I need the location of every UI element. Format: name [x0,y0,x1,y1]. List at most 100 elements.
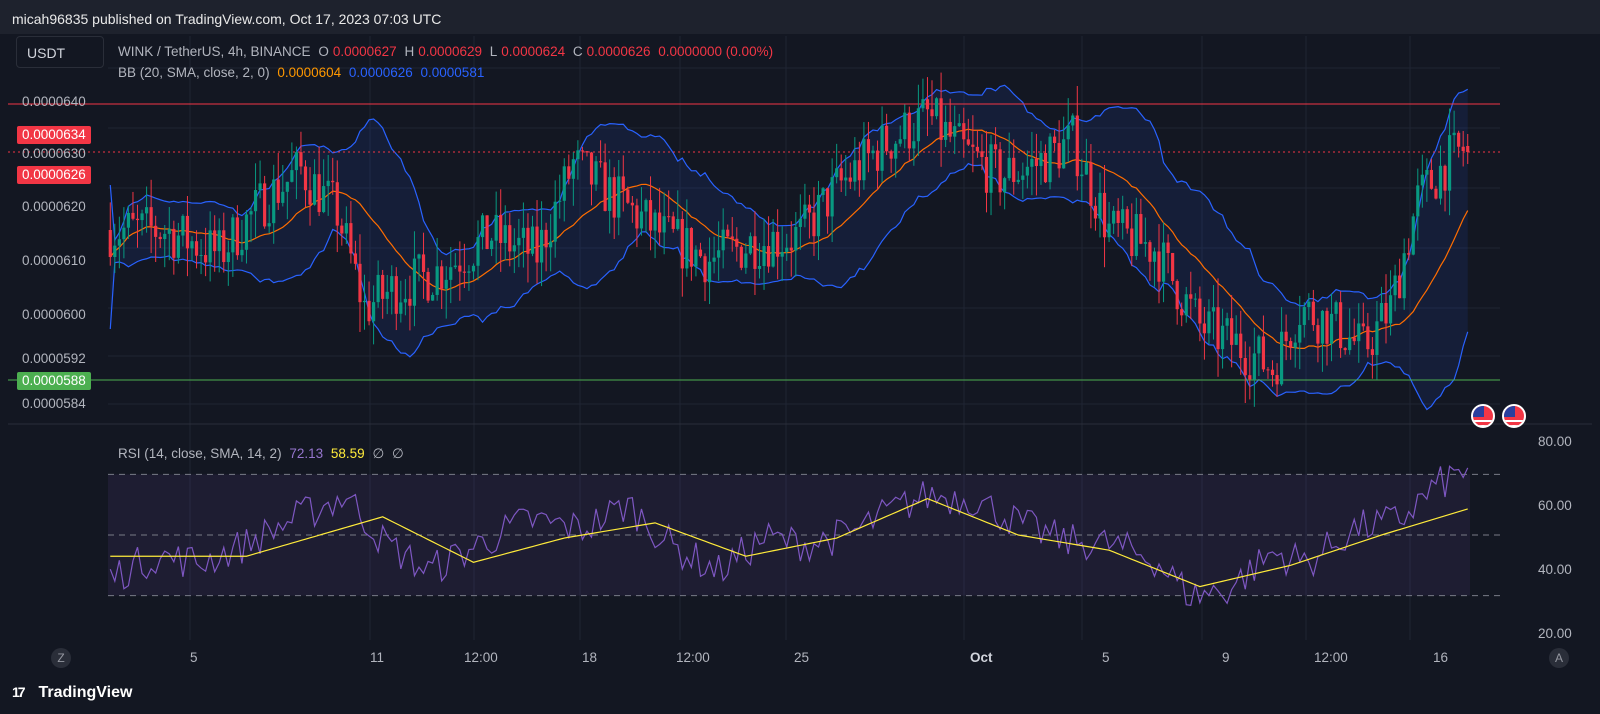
candle-body [934,98,939,117]
candle-body [735,238,739,247]
auto-scale-button[interactable]: A [1549,648,1569,668]
candle-body [826,188,830,217]
candle-body [1398,275,1402,299]
rsi-na-1: ∅ [372,446,385,461]
candle-body [1084,162,1088,175]
bb-label: BB (20, SMA, close, 2, 0) [118,65,270,80]
candle-body [1343,348,1347,351]
candle-body [258,183,262,191]
quote-currency-button[interactable]: USDT [16,36,104,68]
rsi-na-2: ∅ [391,446,404,461]
candle-body [172,228,176,258]
candle-body [1320,310,1325,344]
candle-body [1366,326,1370,350]
price-axis-label: 0.0000630 [22,146,86,161]
candle-body [362,300,367,303]
candle-body [821,188,825,195]
candle-body [503,225,507,244]
candle-body [294,152,298,171]
candle-body [549,241,553,248]
candle-body [1062,139,1066,169]
candle-body [707,261,712,283]
candle-body [1116,210,1120,223]
candle-body [1252,353,1256,380]
candle-body [803,204,807,219]
candle-body [599,161,603,163]
candle-body [308,190,312,205]
candle-body [1357,323,1361,342]
candle-body [1234,333,1238,345]
candle-body [835,168,839,178]
goto-date-button[interactable]: Z [51,648,71,668]
candle-body [376,274,380,303]
tradingview-logo[interactable]: 17 TradingView [12,684,132,702]
candle-body [1379,302,1384,322]
candle-body [326,180,330,187]
candle-body [145,207,149,214]
candle-body [381,274,385,299]
us-flag-event-icon[interactable] [1502,404,1526,428]
candle-body [1352,337,1356,342]
candle-body [444,279,448,289]
candle-body [317,174,321,213]
rsi-line [109,465,1469,606]
candle-body [349,223,353,254]
candle-body [1434,188,1438,199]
candle-body [1102,192,1107,238]
legend-high-label: H [404,44,415,59]
candle-body [167,228,171,234]
candle-body [1157,251,1161,282]
candle-body [217,230,221,252]
time-axis-label: 5 [190,650,198,665]
candle-body [1025,166,1029,176]
bb-fill [110,85,1468,410]
brand-name: TradingView [38,684,133,701]
candle-body [1057,143,1061,169]
candle-body [521,227,525,238]
candle-body [689,228,693,267]
candle-body [1248,375,1252,380]
candle-body [998,149,1002,193]
candle-body [875,150,880,171]
candle-body [903,112,907,140]
candle-body [204,255,208,263]
chart-area[interactable] [8,34,1592,673]
candle-body [785,247,789,252]
candle-body [235,217,239,256]
candle-body [1316,325,1320,344]
candle-body [1425,169,1429,175]
candle-body [871,150,875,154]
candle-body [1452,132,1456,136]
candle-body [726,229,730,237]
candle-body [993,144,998,150]
candle-body [194,241,199,256]
candle-body [780,251,784,257]
candle-body [344,223,348,234]
resistance-price-tag[interactable]: 0.0000634 [17,126,91,144]
candle-body [1375,321,1379,355]
candle-body [798,218,802,227]
candle-body [1198,298,1202,324]
candle-body [794,226,798,251]
last-price-tag[interactable]: 0.0000626 [17,166,91,184]
candle-body [694,249,698,267]
candle-body [390,276,394,292]
candle-body [889,151,893,159]
support-price-tag[interactable]: 0.0000588 [17,372,91,390]
price-axis-label: 0.0000592 [22,351,86,366]
candle-body [984,156,989,193]
candle-body [1416,185,1420,217]
us-flag-event-icon[interactable] [1471,404,1495,428]
candle-body [535,226,539,263]
price-axis-label: 0.0000620 [22,199,86,214]
price-axis-label: 0.0000610 [22,253,86,268]
candle-body [1298,324,1302,343]
candle-body [421,254,426,272]
candle-body [685,228,689,269]
candle-body [1003,178,1007,193]
candle-body [1289,341,1293,348]
candle-body [730,236,734,239]
candle-body [626,189,630,203]
legend-close-label: C [572,44,583,59]
